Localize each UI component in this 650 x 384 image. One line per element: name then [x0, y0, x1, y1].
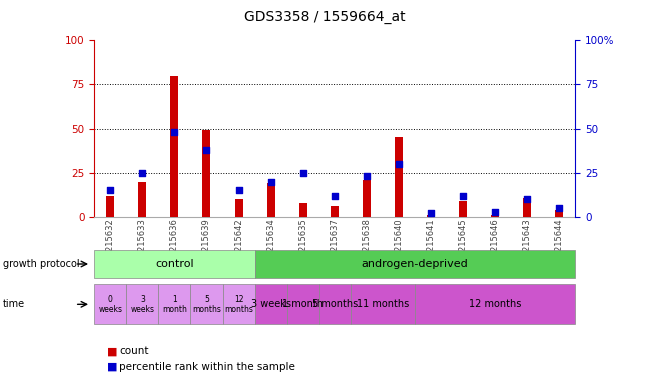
- Bar: [555, 210, 563, 217]
- Bar: [170, 76, 178, 217]
- Point: [298, 170, 308, 176]
- Text: percentile rank within the sample: percentile rank within the sample: [119, 362, 295, 372]
- Point: [137, 170, 148, 176]
- Text: 11 months: 11 months: [357, 299, 409, 310]
- Bar: [395, 137, 403, 217]
- Text: count: count: [119, 346, 148, 356]
- Text: 12 months: 12 months: [469, 299, 521, 310]
- Text: ■: ■: [107, 346, 118, 356]
- Bar: [491, 215, 499, 217]
- Point: [554, 205, 564, 211]
- Bar: [107, 196, 114, 217]
- Bar: [298, 203, 307, 217]
- Bar: [523, 197, 531, 217]
- Bar: [459, 201, 467, 217]
- Text: 1
month: 1 month: [162, 295, 187, 314]
- Point: [169, 129, 179, 135]
- Point: [265, 179, 276, 185]
- Text: 1 month: 1 month: [282, 299, 323, 310]
- Point: [426, 210, 436, 217]
- Point: [330, 193, 340, 199]
- Text: 3 weeks: 3 weeks: [251, 299, 291, 310]
- Point: [105, 187, 116, 194]
- Point: [361, 173, 372, 179]
- Point: [202, 147, 212, 153]
- Bar: [331, 206, 339, 217]
- Text: time: time: [3, 299, 25, 310]
- Bar: [235, 199, 242, 217]
- Point: [394, 161, 404, 167]
- Text: growth protocol: growth protocol: [3, 259, 80, 269]
- Point: [522, 196, 532, 202]
- Text: 3
weeks: 3 weeks: [131, 295, 154, 314]
- Text: 0
weeks: 0 weeks: [98, 295, 122, 314]
- Bar: [138, 182, 146, 217]
- Text: androgen-deprived: androgen-deprived: [361, 259, 468, 269]
- Text: 5
months: 5 months: [192, 295, 221, 314]
- Text: ■: ■: [107, 362, 118, 372]
- Text: 12
months: 12 months: [224, 295, 253, 314]
- Bar: [203, 131, 211, 217]
- Bar: [266, 184, 274, 217]
- Text: 5 months: 5 months: [311, 299, 358, 310]
- Text: GDS3358 / 1559664_at: GDS3358 / 1559664_at: [244, 10, 406, 23]
- Bar: [427, 215, 435, 217]
- Text: control: control: [155, 259, 194, 269]
- Point: [458, 193, 468, 199]
- Point: [233, 187, 244, 194]
- Bar: [363, 180, 370, 217]
- Point: [490, 209, 501, 215]
